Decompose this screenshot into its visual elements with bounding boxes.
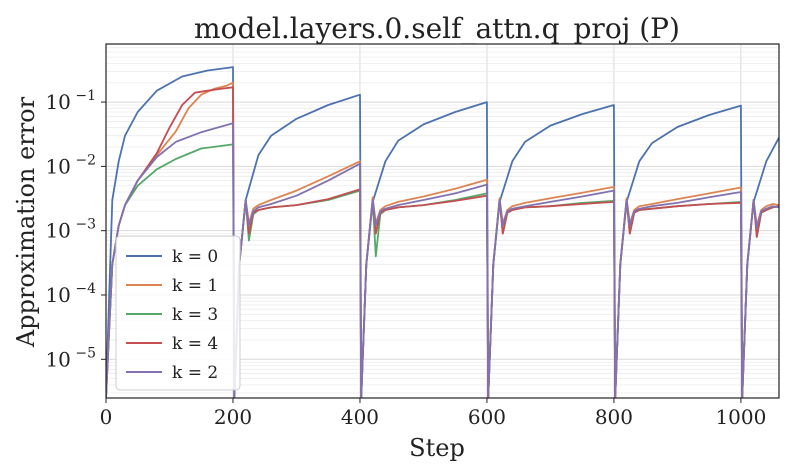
- y-tick-label: 10 −3: [45, 217, 96, 243]
- x-tick-label: 600: [468, 405, 506, 429]
- plot-frame: [105, 43, 780, 399]
- series-line-0: [106, 66, 779, 398]
- series-line-3: [106, 86, 779, 398]
- x-tick-label: 0: [100, 405, 113, 429]
- legend-label: k = 1: [172, 276, 218, 296]
- legend-label: k = 3: [172, 305, 218, 325]
- x-tick-label: 200: [214, 405, 252, 429]
- legend-label: k = 0: [172, 247, 218, 267]
- y-axis-label: Approximation error: [12, 96, 40, 348]
- x-tick-label: 800: [595, 405, 633, 429]
- chart-title: model.layers.0.self_attn.q_proj (P): [194, 12, 680, 45]
- x-axis-label: Step: [409, 434, 465, 462]
- x-tick-label: 1000: [715, 405, 766, 429]
- y-tick-label: 10 −5: [45, 345, 96, 371]
- y-tick-label: 10 −1: [45, 88, 96, 114]
- legend-label: k = 2: [172, 363, 218, 383]
- y-tick-label: 10 −2: [45, 152, 96, 178]
- y-axis-ticks: 10 −5 10 −4 10 −3 10 −2 10 −1: [45, 88, 106, 371]
- x-axis-ticks: 0 200 400 600 800 1000: [100, 398, 766, 429]
- y-tick-label: 10 −4: [45, 281, 96, 307]
- legend-label: k = 4: [172, 334, 218, 354]
- x-tick-label: 400: [341, 405, 379, 429]
- legend: k = 0 k = 1 k = 3 k = 4 k = 2: [115, 235, 241, 391]
- legend-box: [115, 235, 241, 391]
